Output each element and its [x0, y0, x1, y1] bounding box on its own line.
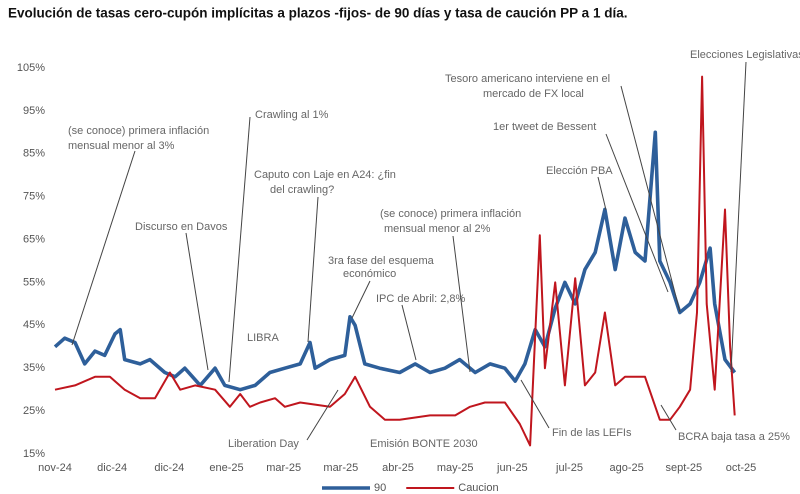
series-line — [54, 75, 736, 447]
x-tick-label: may-25 — [437, 462, 474, 474]
annotation: Tesoro americano interviene en el — [445, 73, 610, 85]
annotation: IPC de Abril: 2,8% — [376, 293, 465, 305]
y-tick-label: 55% — [23, 276, 45, 288]
annotation: del crawling? — [270, 184, 334, 196]
leader-line — [185, 232, 209, 371]
annotation: mensual menor al 3% — [68, 140, 175, 152]
x-tick-label: dic-24 — [154, 462, 184, 474]
annotation: económico — [343, 268, 396, 280]
annotation: Emisión BONTE 2030 — [370, 438, 478, 450]
annotation: Fin de las LEFIs — [552, 427, 632, 439]
annotation: Crawling al 1% — [255, 109, 329, 121]
leader-line — [71, 150, 136, 346]
legend-label: 90 — [374, 482, 386, 494]
leader-line — [306, 389, 339, 441]
series-line — [53, 130, 737, 392]
x-tick-label: dic-24 — [97, 462, 127, 474]
x-tick-label: jun-25 — [496, 462, 528, 474]
leader-line — [605, 133, 669, 293]
annotation: 3ra fase del esquema — [328, 255, 435, 267]
leader-line — [597, 176, 607, 211]
leader-line — [351, 280, 371, 319]
y-tick-label: 75% — [23, 191, 45, 203]
x-tick-label: ene-25 — [209, 462, 243, 474]
leader-line — [520, 379, 550, 429]
leader-line — [307, 196, 319, 343]
leader-line — [228, 116, 251, 383]
x-tick-label: oct-25 — [726, 462, 757, 474]
leader-line — [730, 61, 747, 373]
annotation: Discurso en Davos — [135, 221, 228, 233]
annotation: Liberation Day — [228, 438, 299, 450]
x-tick-label: abr-25 — [382, 462, 414, 474]
y-tick-label: 95% — [23, 105, 45, 117]
annotation: LIBRA — [247, 332, 279, 344]
y-tick-label: 45% — [23, 319, 45, 331]
annotation: mercado de FX local — [483, 88, 584, 100]
annotation: (se conoce) primera inflación — [68, 125, 209, 137]
x-tick-label: mar-25 — [323, 462, 358, 474]
leader-line — [452, 235, 471, 373]
annotation: Elecciones Legislativas — [690, 49, 800, 61]
y-tick-label: 105% — [17, 62, 45, 74]
leader-line — [620, 85, 681, 313]
y-tick-label: 25% — [23, 405, 45, 417]
legend-label: Caucion — [458, 482, 498, 494]
leader-line — [660, 404, 677, 431]
x-tick-label: sept-25 — [665, 462, 702, 474]
x-tick-label: ago-25 — [610, 462, 644, 474]
annotation: Elección PBA — [546, 165, 613, 177]
x-tick-label: mar-25 — [266, 462, 301, 474]
y-tick-label: 85% — [23, 148, 45, 160]
leader-line — [401, 304, 417, 361]
y-tick-label: 35% — [23, 362, 45, 374]
y-tick-label: 15% — [23, 448, 45, 460]
annotation: Caputo con Laje en A24: ¿fin — [254, 169, 396, 181]
x-tick-label: jul-25 — [555, 462, 583, 474]
annotation: BCRA baja tasa a 25% — [678, 431, 790, 443]
chart-title: Evolución de tasas cero-cupón implícitas… — [8, 6, 627, 21]
annotation: (se conoce) primera inflación — [380, 208, 521, 220]
x-tick-label: nov-24 — [38, 462, 72, 474]
annotation: mensual menor al 2% — [384, 223, 491, 235]
y-tick-label: 65% — [23, 233, 45, 245]
annotation: 1er tweet de Bessent — [493, 121, 596, 133]
